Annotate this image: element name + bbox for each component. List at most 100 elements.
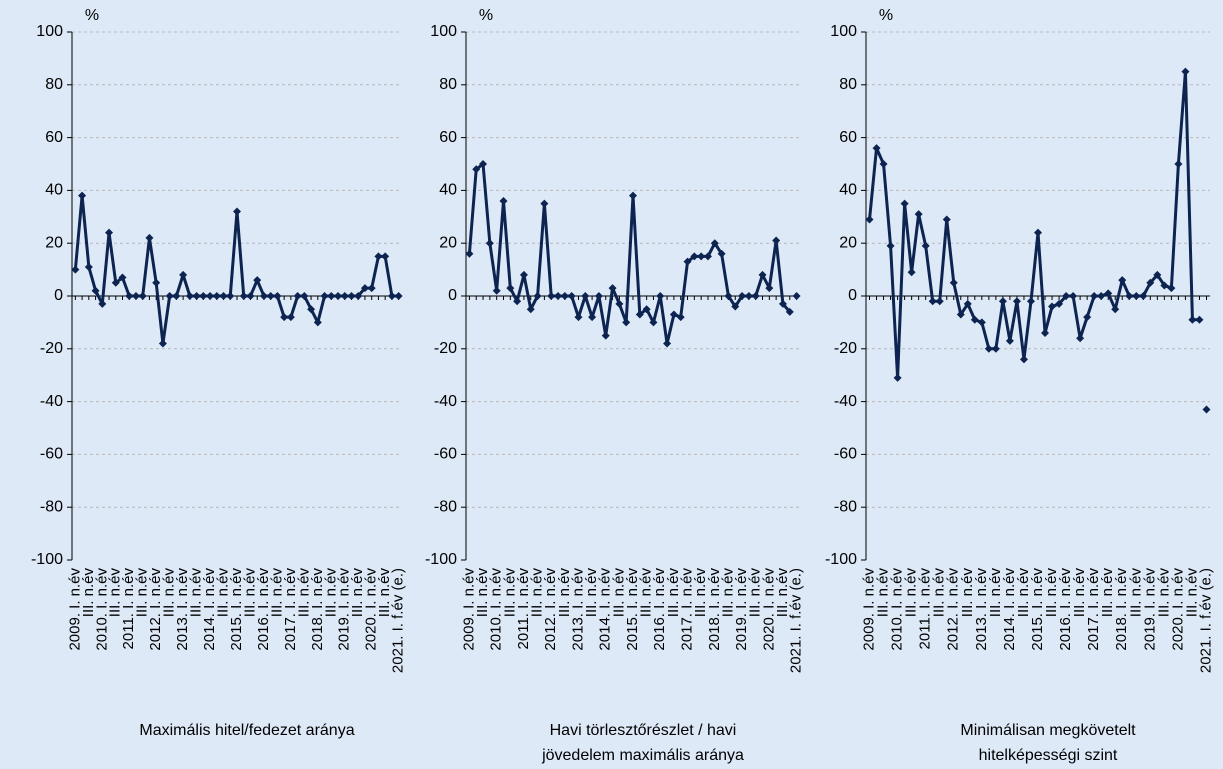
data-point — [145, 233, 154, 242]
data-point — [273, 292, 282, 300]
data-point — [738, 292, 747, 300]
x-tick-label: III. n.év — [1071, 568, 1088, 618]
x-tick-label: 2021. I. f.év (e.) — [788, 568, 805, 673]
data-line — [868, 70, 1200, 380]
x-tick-label: 2013. I. n.év — [973, 568, 990, 651]
panel-title: hitelképességi szint — [979, 747, 1118, 764]
data-point — [663, 339, 672, 348]
data-point — [354, 292, 363, 300]
data-point — [492, 286, 501, 295]
data-point — [84, 262, 93, 271]
data-point — [554, 292, 563, 300]
x-tick-label: III. n.év — [161, 568, 178, 618]
y-tick-label: -40 — [434, 393, 457, 410]
x-tick-label: 2013. I. n.év — [174, 568, 191, 651]
data-point — [928, 297, 937, 306]
data-point — [642, 305, 651, 314]
x-tick-label: 2021. I. f.év (e.) — [390, 568, 407, 673]
y-tick-label: -80 — [434, 498, 457, 515]
data-point — [1041, 328, 1050, 337]
data-point — [1097, 292, 1106, 300]
data-point — [581, 292, 590, 300]
data-point — [970, 315, 979, 324]
data-point — [676, 313, 685, 322]
x-tick-label: III. n.év — [376, 568, 393, 618]
x-tick-label: 2015. I. n.év — [624, 568, 641, 651]
x-tick-label: 2011. I. n.év — [917, 568, 934, 650]
data-point — [394, 292, 403, 300]
x-tick-label: III. n.év — [529, 568, 546, 618]
data-point — [574, 313, 583, 322]
x-tick-label: III. n.év — [610, 568, 627, 618]
data-point — [485, 239, 494, 248]
y-tick-label: -20 — [40, 340, 63, 357]
y-tick-label: -60 — [40, 446, 63, 463]
data-point — [185, 292, 194, 300]
x-tick-label: III. n.év — [474, 568, 491, 618]
data-point — [872, 144, 881, 153]
x-tick-label: 2009. I. n.év — [460, 568, 477, 651]
data-point — [690, 252, 699, 261]
data-point — [629, 191, 637, 200]
data-point — [914, 210, 923, 219]
data-point — [1062, 292, 1071, 300]
data-point — [1153, 270, 1162, 279]
data-point — [1160, 281, 1169, 290]
data-point — [307, 305, 316, 314]
data-point — [246, 292, 255, 300]
data-point — [253, 276, 262, 285]
x-tick-label: III. n.év — [719, 568, 736, 618]
y-unit: % — [879, 7, 893, 24]
x-tick-label: 2013. I. n.év — [569, 568, 586, 651]
data-point — [472, 165, 481, 174]
data-point — [105, 228, 114, 237]
data-point — [792, 292, 801, 300]
x-tick-label: III. n.év — [80, 568, 97, 618]
panel-title: Havi törlesztőrészlet / havi — [550, 722, 737, 739]
x-tick-label: 2014. I. n.év — [201, 568, 218, 651]
data-point — [300, 292, 309, 300]
data-point — [320, 292, 329, 300]
x-tick-label: III. n.év — [214, 568, 231, 618]
x-tick-label: III. n.év — [903, 568, 920, 618]
data-point — [1195, 315, 1204, 324]
data-point — [1104, 289, 1113, 298]
x-tick-label: 2010. I. n.év — [488, 568, 505, 651]
data-point — [697, 252, 706, 261]
data-point — [280, 313, 289, 322]
x-tick-label: III. n.év — [931, 568, 948, 618]
data-point — [199, 292, 208, 300]
data-point — [172, 292, 181, 300]
data-point — [1055, 299, 1064, 308]
x-tick-label: 2021. I. f.év (e.) — [1197, 568, 1214, 673]
x-tick-label: 2020. I. n.év — [760, 568, 777, 651]
data-point — [293, 292, 302, 300]
x-tick-label: III. n.év — [1183, 568, 1200, 618]
data-point — [71, 265, 80, 274]
data-point — [710, 239, 719, 248]
data-point — [1019, 355, 1028, 364]
x-tick-label: 2015. I. n.év — [1029, 568, 1046, 651]
data-point — [519, 270, 528, 279]
data-point — [381, 252, 390, 261]
data-point — [717, 249, 726, 258]
y-tick-label: 100 — [830, 23, 857, 40]
data-point — [347, 292, 356, 300]
x-tick-label: III. n.év — [747, 568, 764, 618]
y-tick-label: 20 — [45, 234, 63, 251]
data-point — [513, 297, 522, 306]
y-tick-label: -20 — [434, 340, 457, 357]
data-point — [1132, 292, 1141, 300]
y-tick-label: 40 — [839, 182, 857, 199]
y-tick-label: 80 — [839, 76, 857, 93]
panel-title: Minimálisan megkövetelt — [960, 722, 1136, 739]
x-tick-label: III. n.év — [959, 568, 976, 618]
data-point — [219, 292, 228, 300]
data-point — [526, 305, 535, 314]
x-tick-label: 2019. I. n.év — [336, 568, 353, 651]
y-tick-label: 40 — [439, 182, 457, 199]
x-tick-label: 2016. I. n.év — [651, 568, 668, 651]
y-tick-label: 80 — [45, 76, 63, 93]
x-tick-label: 2018. I. n.év — [706, 568, 723, 651]
